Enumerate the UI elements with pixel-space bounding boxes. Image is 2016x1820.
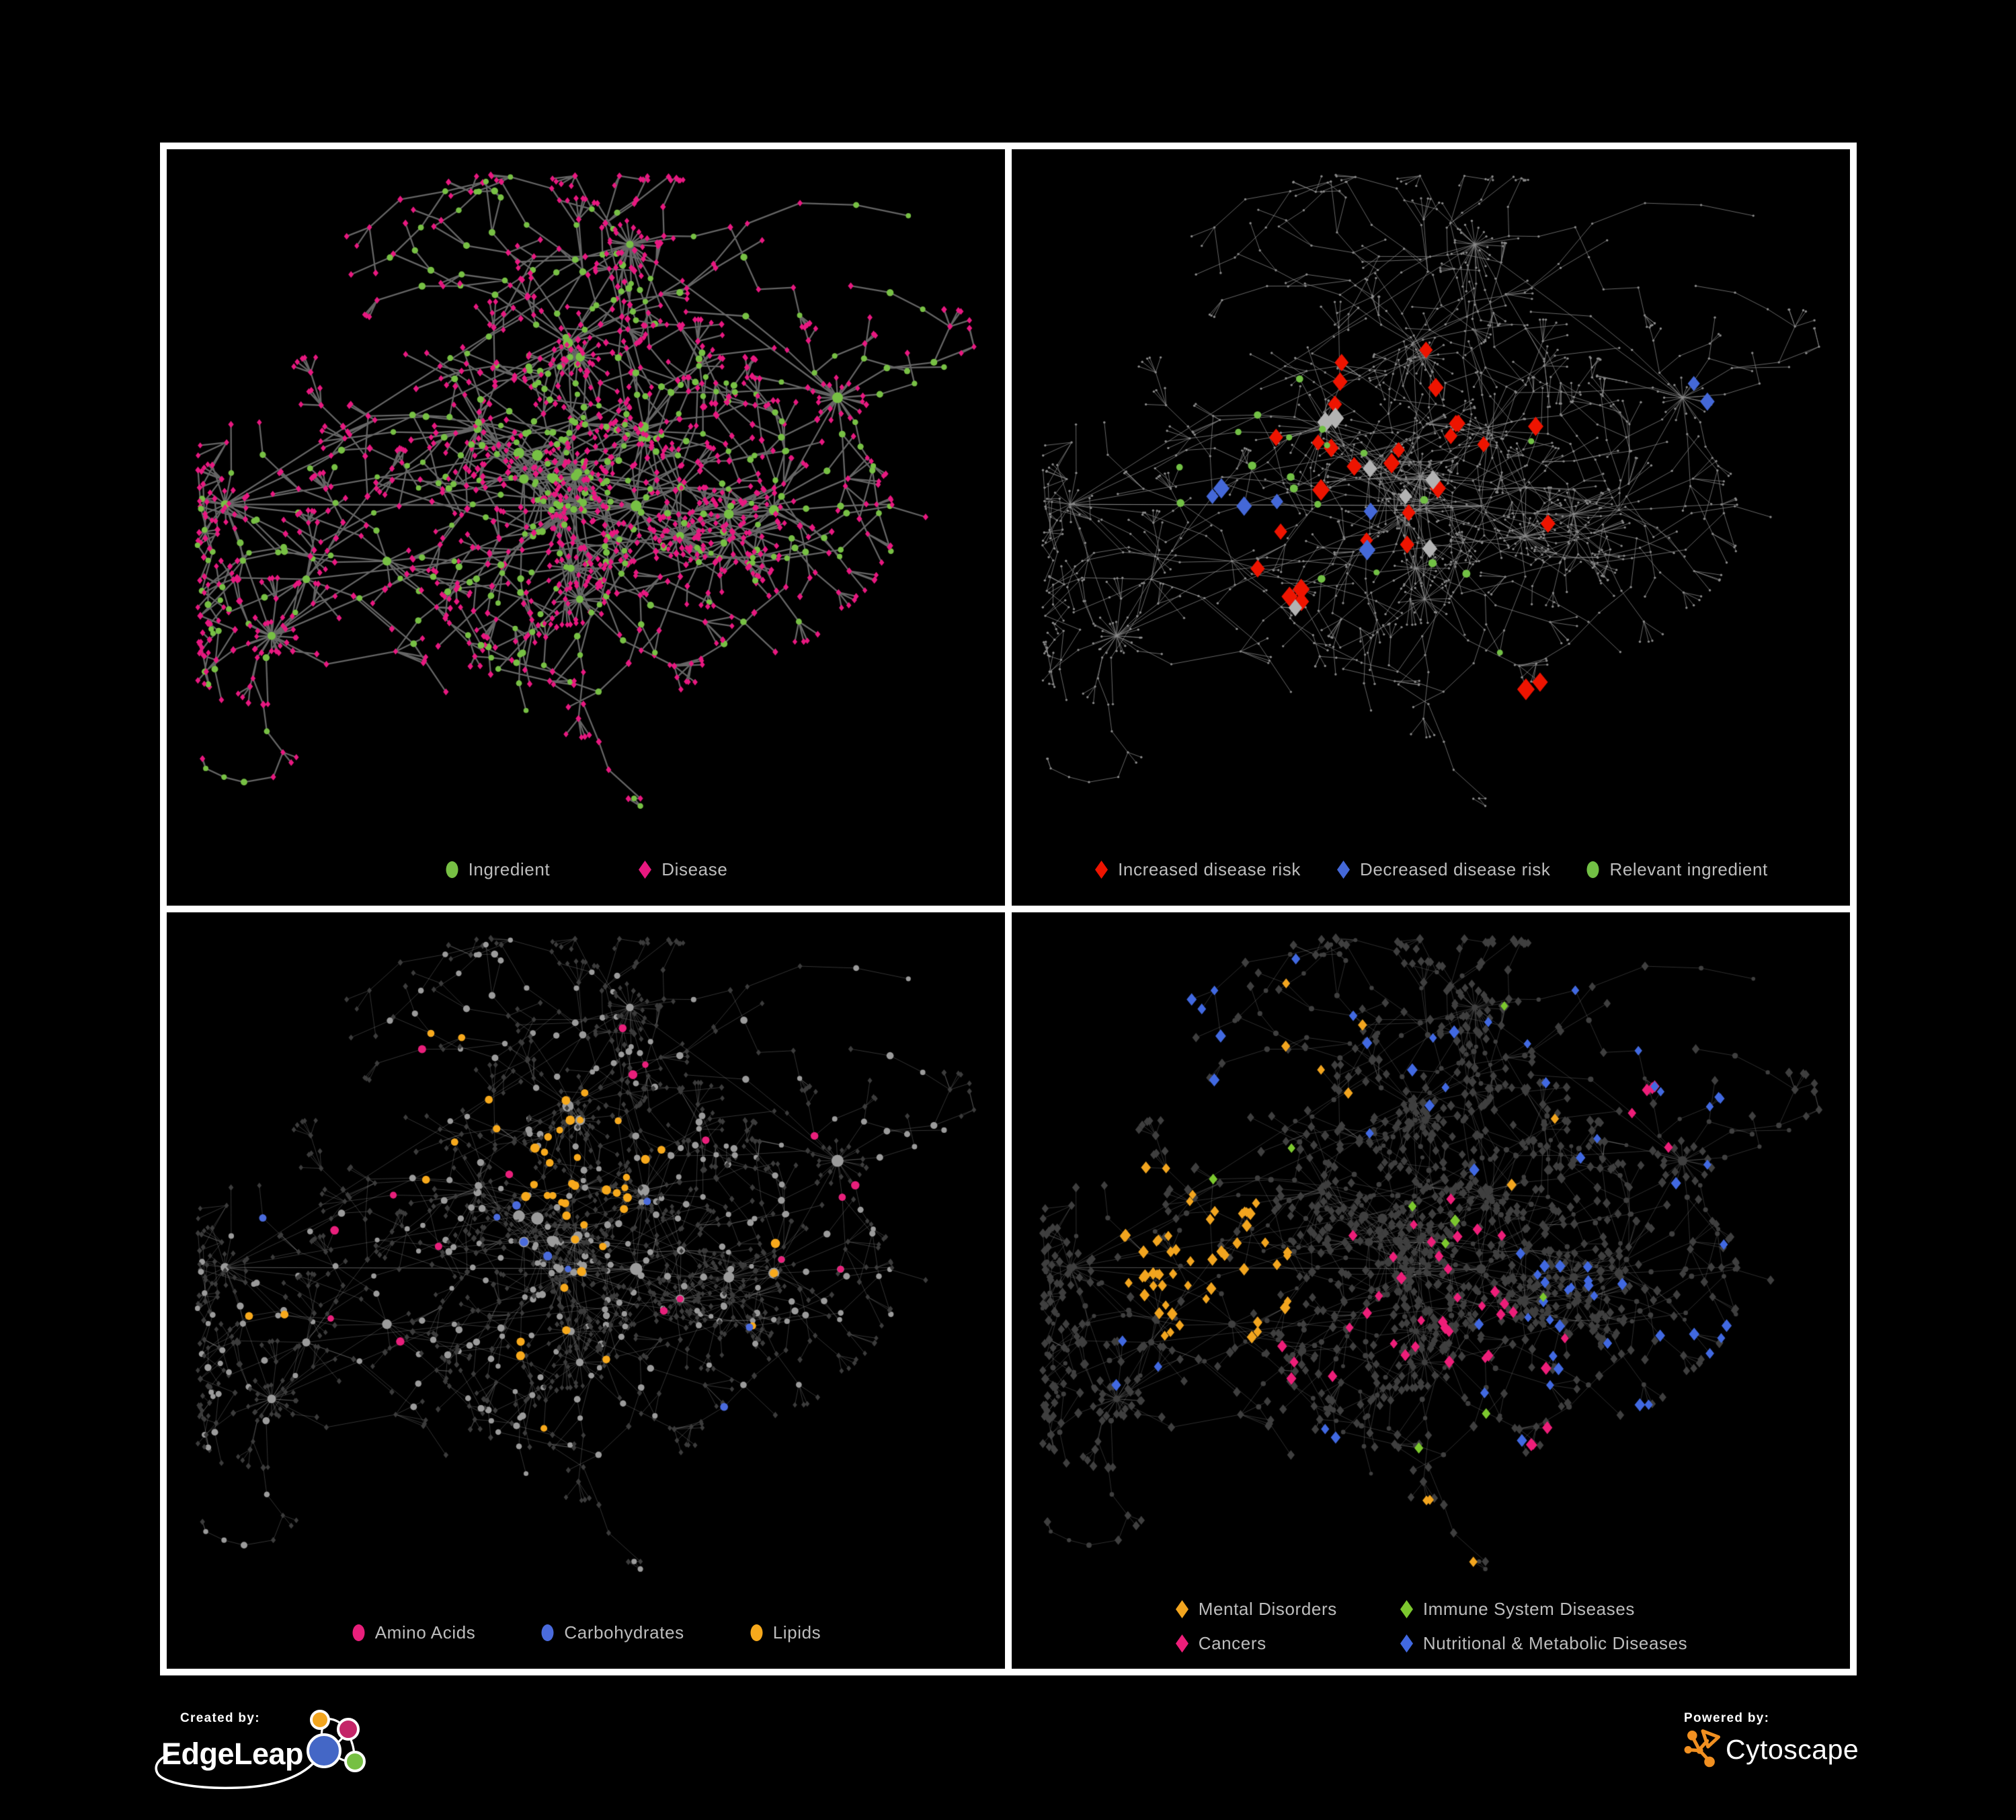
legend-label: Ingredient bbox=[468, 859, 551, 879]
legend-label: Decreased disease risk bbox=[1360, 859, 1551, 879]
legend-label: Cancers bbox=[1198, 1633, 1266, 1653]
edgeleap-logo-icon bbox=[307, 1710, 366, 1772]
panel-grid: Ingredient Disease Increased disease ris… bbox=[160, 143, 1857, 1675]
cytoscape-brand-row: Cytoscape bbox=[1684, 1726, 1859, 1773]
network-graph-disease-risk bbox=[1012, 149, 1850, 906]
legend-item-relevant-ingredient: Relevant ingredient bbox=[1585, 859, 1767, 880]
cytoscape-wordmark: Cytoscape bbox=[1726, 1733, 1859, 1765]
legend-label: Increased disease risk bbox=[1118, 859, 1301, 879]
network-graph-ingredient-disease bbox=[167, 149, 1005, 906]
legend-label: Nutritional & Metabolic Diseases bbox=[1422, 1633, 1688, 1653]
edgeleap-swoosh-icon bbox=[155, 1751, 323, 1790]
legend-label: Relevant ingredient bbox=[1609, 859, 1768, 879]
legend-item-ingredient: Ingredient bbox=[444, 859, 551, 880]
network-graph-disease-classes bbox=[1012, 912, 1850, 1669]
legend-label: Lipids bbox=[772, 1622, 821, 1643]
legend-item-lipids: Lipids bbox=[749, 1622, 821, 1643]
network-graph-ingredient-classes bbox=[167, 912, 1005, 1669]
mental-disorders-diamond-icon bbox=[1175, 1600, 1188, 1618]
cytoscape-logo-icon bbox=[1684, 1729, 1721, 1768]
decreased-risk-diamond-icon bbox=[1337, 861, 1350, 879]
legend-disease-risk: Increased disease risk Decreased disease… bbox=[1012, 859, 1850, 880]
lipids-ellipse-icon bbox=[750, 1624, 763, 1641]
legend-item-amino-acids: Amino Acids bbox=[351, 1622, 476, 1643]
legend-label: Carbohydrates bbox=[564, 1622, 684, 1643]
legend-item-carbohydrates: Carbohydrates bbox=[540, 1622, 684, 1643]
panel-ingredient-disease: Ingredient Disease bbox=[163, 146, 1008, 909]
relevant-ingredient-ellipse-icon bbox=[1586, 861, 1599, 878]
nutritional-metabolic-diamond-icon bbox=[1400, 1634, 1413, 1653]
ingredient-ellipse-icon bbox=[446, 861, 458, 878]
legend-label: Disease bbox=[661, 859, 728, 879]
panel-disease-risk: Increased disease risk Decreased disease… bbox=[1008, 146, 1853, 909]
immune-diseases-diamond-icon bbox=[1400, 1600, 1413, 1618]
disease-diamond-icon bbox=[639, 861, 652, 879]
panel-disease-classes: Mental Disorders Immune System Diseases … bbox=[1008, 909, 1853, 1672]
legend-ingredient-disease: Ingredient Disease bbox=[167, 859, 1005, 880]
edgeleap-brand-row: EdgeLeap bbox=[155, 1710, 374, 1790]
panel-ingredient-classes: Amino Acids Carbohydrates Lipids bbox=[163, 909, 1008, 1672]
legend-ingredient-classes: Amino Acids Carbohydrates Lipids bbox=[167, 1622, 1005, 1643]
legend-item-disease: Disease bbox=[637, 859, 727, 880]
cytoscape-credit: Powered by: Cytoscape bbox=[1684, 1711, 1859, 1773]
carbohydrates-ellipse-icon bbox=[541, 1624, 554, 1641]
cancers-diamond-icon bbox=[1175, 1634, 1188, 1653]
legend-label: Amino Acids bbox=[374, 1622, 476, 1643]
figure-footer: Created by: EdgeLeap Powered bbox=[0, 1675, 2016, 1820]
created-by-label: Created by: bbox=[180, 1711, 260, 1725]
edgeleap-credit: Created by: EdgeLeap bbox=[155, 1710, 374, 1790]
legend-item-nutritional-metabolic-diseases: Nutritional & Metabolic Diseases bbox=[1399, 1633, 1687, 1654]
amino-acids-ellipse-icon bbox=[352, 1624, 365, 1641]
increased-risk-diamond-icon bbox=[1095, 861, 1108, 879]
edgeleap-wordmark: EdgeLeap bbox=[161, 1737, 304, 1771]
legend-label: Immune System Diseases bbox=[1422, 1599, 1635, 1619]
legend-item-mental-disorders: Mental Disorders bbox=[1174, 1599, 1337, 1620]
legend-item-increased-risk: Increased disease risk bbox=[1094, 859, 1301, 880]
legend-item-cancers: Cancers bbox=[1174, 1633, 1337, 1654]
legend-item-decreased-risk: Decreased disease risk bbox=[1336, 859, 1550, 880]
powered-by-label: Powered by: bbox=[1684, 1711, 1770, 1725]
legend-item-immune-system-diseases: Immune System Diseases bbox=[1399, 1599, 1687, 1620]
legend-disease-classes: Mental Disorders Immune System Diseases … bbox=[1174, 1599, 1688, 1654]
legend-label: Mental Disorders bbox=[1198, 1599, 1337, 1619]
